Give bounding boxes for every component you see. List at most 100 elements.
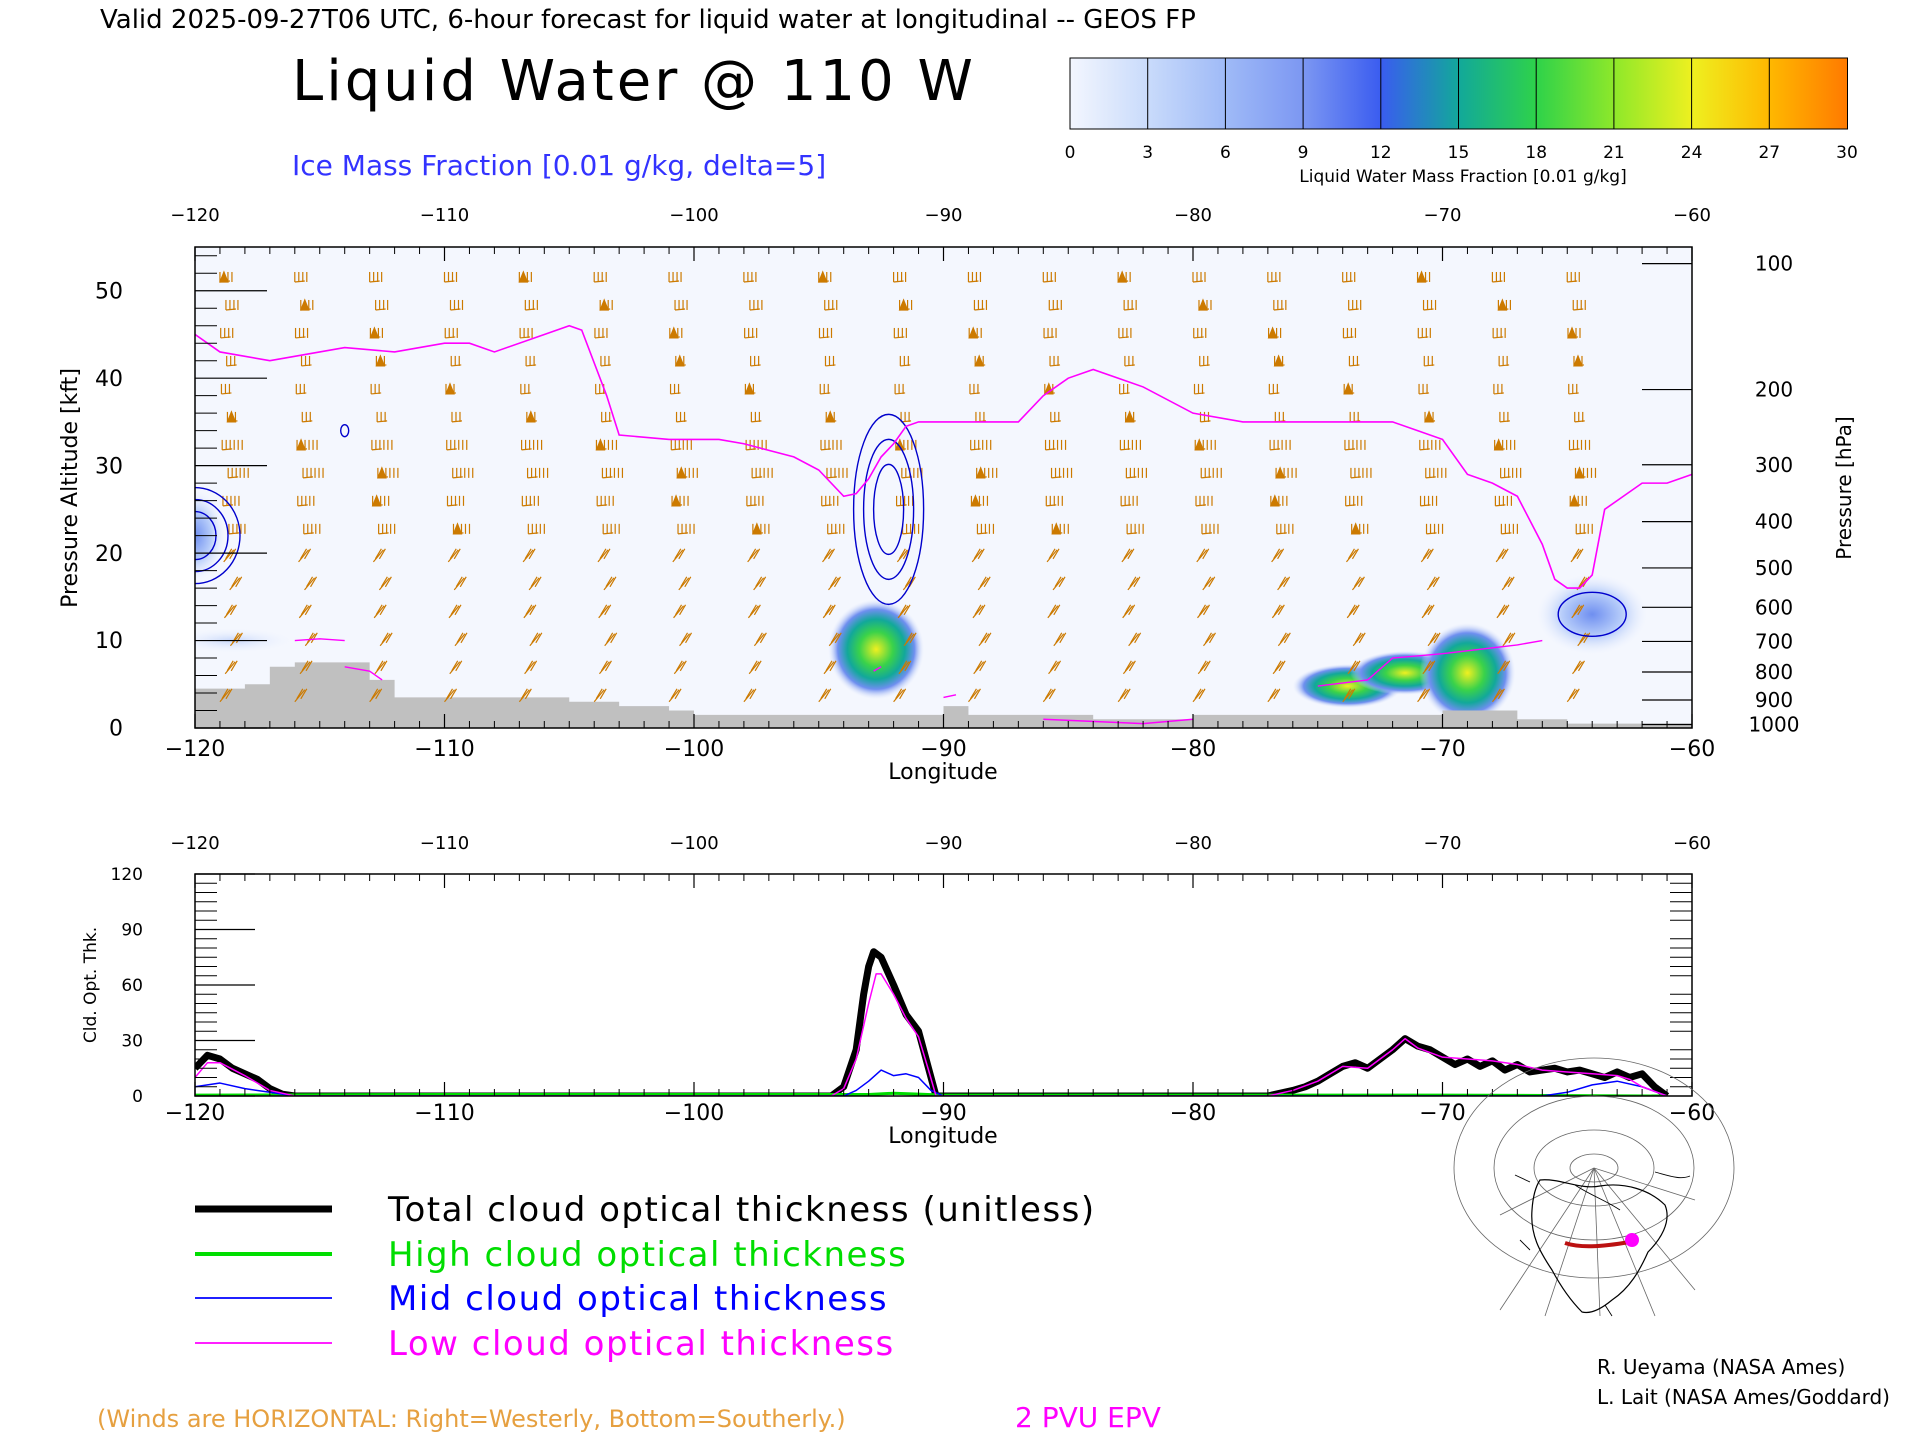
wind-barb (828, 632, 842, 647)
colorbar-cell (1613, 57, 1693, 130)
wind-barb (452, 522, 471, 535)
valid-line: Valid 2025-09-27T06 UTC, 6-hour forecast… (100, 5, 1196, 35)
wind-barb (1420, 548, 1434, 563)
bottom-x-tick-label: −100 (664, 1101, 724, 1126)
wind-barb (1124, 355, 1135, 367)
bottom-y-tick-label: 90 (121, 920, 143, 940)
wind-barb (678, 576, 692, 591)
optical-thickness-panel: −120 −120 −110 −110 −100 −100 −90 −90 −80 −80 −70 −… (81, 833, 1715, 1149)
epv-low-segment (943, 694, 957, 699)
wind-barb (527, 523, 545, 535)
wind-barb (300, 355, 312, 367)
wind-barb (747, 548, 761, 563)
wind-barb (1119, 383, 1130, 395)
wind-barb (1121, 548, 1135, 563)
wind-barb (899, 355, 911, 367)
wind-barb (1127, 576, 1141, 591)
colorbar-tick-label: 18 (1525, 143, 1547, 163)
wind-barb (1196, 548, 1210, 563)
wind-barb (1422, 299, 1437, 311)
main-title: Liquid Water @ 110 W (292, 49, 976, 114)
bottom-x-tick-label: −120 (165, 1101, 225, 1126)
wind-barb (1492, 327, 1506, 339)
wind-barb (1194, 438, 1216, 451)
wind-barb (1345, 548, 1359, 563)
top-y-tick-label: 0 (109, 717, 123, 742)
legend-label-low: Low cloud optical thickness (388, 1324, 895, 1364)
ice-contour (1557, 591, 1627, 638)
wind-barb (976, 523, 995, 535)
bottom-x-tick-label: −90 (920, 1101, 966, 1126)
wind-barb (444, 327, 458, 339)
ice-contour (862, 438, 915, 581)
wind-barb (376, 411, 388, 423)
top-x-tick-label-upper: −90 (925, 205, 963, 226)
wind-barb (1491, 688, 1505, 703)
wind-barb (672, 548, 686, 563)
wind-barb (1347, 660, 1361, 675)
bottom-y-tick-label: 120 (111, 865, 143, 885)
wind-barb (601, 467, 624, 479)
top-x-tick-label: −90 (920, 737, 966, 762)
wind-barb (449, 660, 463, 675)
wind-barb (1117, 688, 1131, 703)
epv-low-segment (294, 638, 345, 642)
wind-barb (971, 548, 985, 563)
wind-barb (520, 439, 543, 451)
wind-barb (219, 270, 233, 283)
top-x-tick-label-upper: −120 (170, 205, 219, 226)
wind-barb (823, 660, 837, 675)
wind-barb (225, 299, 239, 311)
wind-barb (1566, 271, 1580, 283)
cross-section-axes: −120 −120 −110 −110 −100 −100 −90 −90 −80 −80 −70 −… (95, 205, 1799, 762)
wind-barb (1122, 660, 1136, 675)
bottom-y-tick-label: 0 (132, 1087, 143, 1107)
wind-barb (601, 411, 612, 423)
optical-thickness-series-line (195, 973, 1668, 1096)
wind-barb (1572, 299, 1586, 311)
location-marker (1625, 1233, 1639, 1247)
pressure-tick-label: 400 (1755, 510, 1793, 534)
wind-barb (1566, 688, 1580, 703)
wind-barb (969, 383, 981, 395)
epv-2pvu-line (195, 324, 1692, 589)
wind-barb (602, 523, 620, 535)
wind-barb (676, 466, 698, 479)
wind-barb (1122, 604, 1136, 619)
wind-barb (1418, 383, 1430, 395)
colorbar-cell (1147, 57, 1227, 130)
wind-barb (1273, 354, 1285, 367)
wind-barb (371, 494, 390, 507)
bottom-x-tick-label-upper: −60 (1673, 833, 1711, 854)
wind-barb (378, 523, 396, 535)
wind-barb (668, 326, 683, 339)
wind-barb (226, 410, 238, 423)
wind-barb (675, 411, 687, 423)
wind-barb (524, 660, 538, 675)
wind-barb (673, 660, 687, 675)
wind-barb (973, 660, 987, 675)
colorbar-tick-label: 9 (1298, 143, 1309, 163)
wind-barb (822, 604, 836, 619)
wind-barb (1352, 632, 1366, 647)
wind-barb (1501, 576, 1515, 591)
wind-barb (596, 495, 614, 507)
wind-barb (594, 327, 608, 339)
wind-barb (1493, 438, 1516, 451)
colorbar-ticks: 0 3 6 9 12 15 18 21 24 27 30 (1065, 143, 1858, 163)
wind-barb (598, 604, 612, 619)
legend-label-high: High cloud optical thickness (388, 1235, 907, 1275)
wind-barb (1350, 467, 1372, 479)
wind-barb (1425, 467, 1447, 479)
wind-barb (1273, 299, 1287, 311)
wind-barb (1568, 383, 1579, 395)
wind-barb (1269, 439, 1291, 451)
wind-barb (893, 327, 907, 339)
wind-barb (893, 688, 907, 703)
wind-barb (901, 523, 920, 535)
wind-barb (1500, 467, 1522, 479)
wind-barb (677, 523, 695, 535)
pressure-tick-label: 100 (1755, 252, 1793, 276)
epv-note: 2 PVU EPV (1015, 1401, 1161, 1434)
